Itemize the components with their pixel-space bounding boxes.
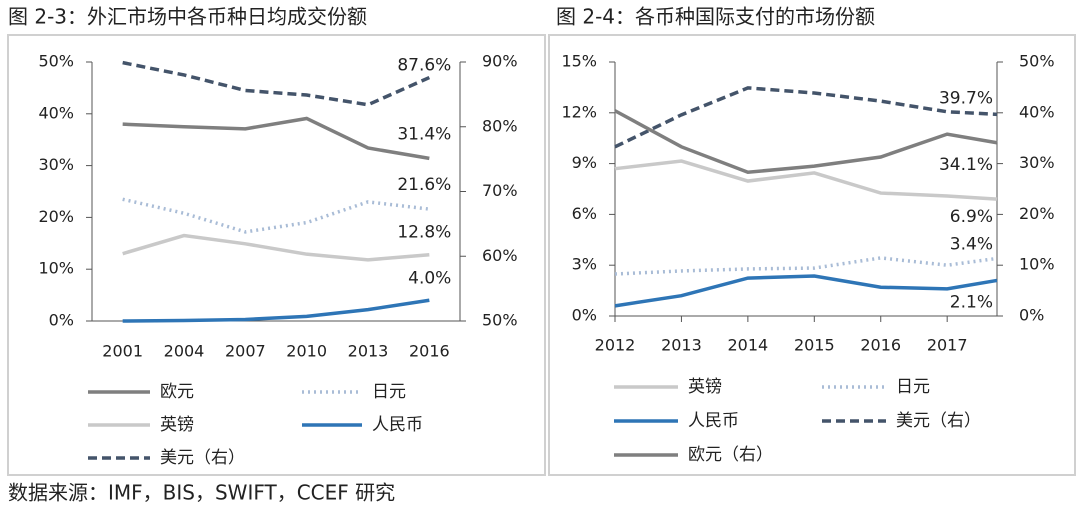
y2-tick-label: 10% xyxy=(1019,255,1055,274)
x-tick-label: 2004 xyxy=(164,342,205,361)
x-tick-label: 2017 xyxy=(927,336,968,355)
legend-label: 美元（右） xyxy=(160,448,245,468)
x-tick-label: 2013 xyxy=(348,342,389,361)
y-tick-label: 9% xyxy=(572,153,597,172)
y2-tick-label: 50% xyxy=(482,311,518,330)
data-label: 6.9% xyxy=(950,207,993,227)
legend-label: 欧元 xyxy=(160,382,194,402)
y-tick-label: 20% xyxy=(38,207,74,226)
y-tick-label: 0% xyxy=(49,311,74,330)
y-tick-label: 10% xyxy=(38,259,74,278)
series-line xyxy=(614,159,998,201)
x-tick-label: 2016 xyxy=(860,336,901,355)
y-tick-label: 40% xyxy=(38,103,74,122)
legend-label: 英镑 xyxy=(688,377,722,397)
y-tick-label: 50% xyxy=(38,52,74,71)
source-note: 数据来源：IMF，BIS，SWIFT，CCEF 研究 xyxy=(8,481,395,505)
legend-label: 日元 xyxy=(372,382,406,402)
data-label: 3.4% xyxy=(950,234,993,254)
y-tick-label: 0% xyxy=(572,306,597,325)
legend-label: 美元（右） xyxy=(896,411,981,431)
series-line xyxy=(122,197,430,234)
x-tick-label: 2015 xyxy=(794,336,835,355)
data-label: 39.7% xyxy=(939,88,993,108)
data-label: 34.1% xyxy=(939,155,993,175)
legend-label: 日元 xyxy=(896,377,930,397)
chart-title: 图 2-4：各币种国际支付的市场份额 xyxy=(556,5,875,29)
x-tick-label: 2013 xyxy=(661,336,702,355)
x-tick-label: 2012 xyxy=(595,336,636,355)
panel-border xyxy=(548,34,1076,476)
series-line xyxy=(614,256,998,276)
legend-label: 欧元（右） xyxy=(688,445,773,465)
chart-title: 图 2-3：外汇市场中各币种日均成交份额 xyxy=(8,5,367,29)
legend-label: 英镑 xyxy=(160,415,194,435)
data-label: 87.6% xyxy=(397,56,451,76)
y2-tick-label: 90% xyxy=(482,52,518,71)
series-line xyxy=(122,233,430,262)
y2-tick-label: 50% xyxy=(1019,52,1055,71)
x-tick-label: 2007 xyxy=(225,342,266,361)
y2-tick-label: 0% xyxy=(1019,306,1044,325)
data-label: 31.4% xyxy=(397,124,451,144)
panel-border xyxy=(7,34,546,476)
series-line xyxy=(122,116,430,161)
series-line xyxy=(122,60,431,107)
x-tick-label: 2014 xyxy=(728,336,769,355)
x-tick-label: 2016 xyxy=(409,342,450,361)
data-label: 4.0% xyxy=(408,268,451,288)
series-line xyxy=(614,86,998,149)
data-label: 21.6% xyxy=(397,175,451,195)
legend-label: 人民币 xyxy=(372,415,423,435)
y2-tick-label: 80% xyxy=(482,116,518,135)
y2-tick-label: 20% xyxy=(1019,204,1055,223)
legend-label: 人民币 xyxy=(688,411,739,431)
data-label: 12.8% xyxy=(397,223,451,243)
y2-tick-label: 30% xyxy=(1019,153,1055,172)
y-tick-label: 3% xyxy=(572,255,597,274)
x-tick-label: 2010 xyxy=(286,342,327,361)
series-line xyxy=(614,109,998,175)
series-line xyxy=(122,298,430,323)
x-tick-label: 2001 xyxy=(102,342,143,361)
y-tick-label: 12% xyxy=(561,102,597,121)
y-tick-label: 30% xyxy=(38,155,74,174)
data-label: 2.1% xyxy=(950,292,993,312)
y-tick-label: 6% xyxy=(572,204,597,223)
y2-tick-label: 40% xyxy=(1019,102,1055,121)
y-tick-label: 15% xyxy=(561,52,597,71)
y2-tick-label: 60% xyxy=(482,246,518,265)
y2-tick-label: 70% xyxy=(482,181,518,200)
series-line xyxy=(614,274,998,308)
